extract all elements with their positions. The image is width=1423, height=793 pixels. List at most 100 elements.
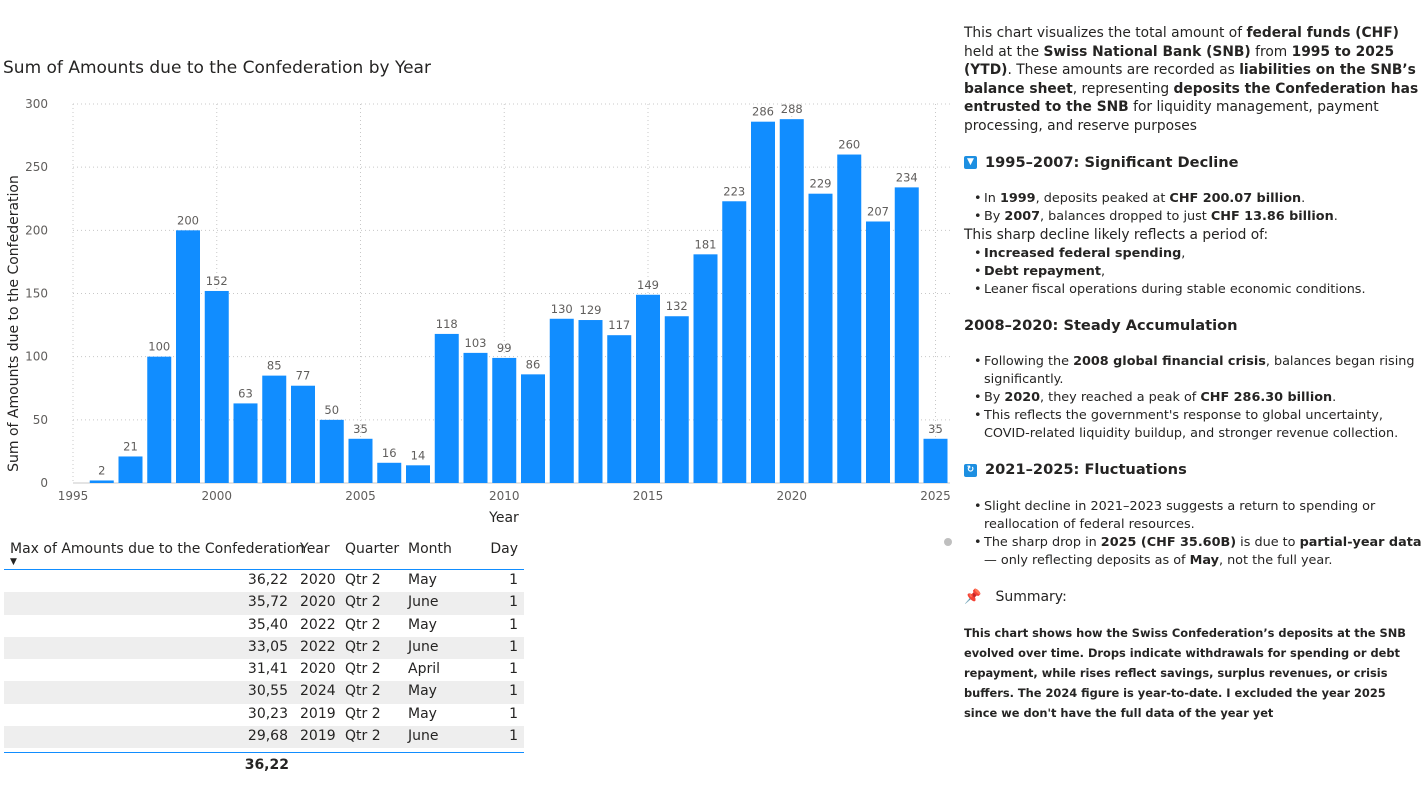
cell-day: 1 — [509, 661, 518, 678]
header-month[interactable]: Month — [408, 541, 452, 557]
table-row[interactable]: 30,23 2019 Qtr 2 May 1 — [4, 704, 524, 726]
bar[interactable] — [894, 187, 919, 483]
bar[interactable] — [291, 385, 315, 483]
y-tick-label: 250 — [25, 160, 48, 174]
scroll-indicator[interactable] — [944, 538, 952, 546]
bar[interactable] — [693, 254, 718, 483]
cell-year: 2019 — [300, 705, 336, 722]
table-row[interactable]: 36,22 2020 Qtr 2 May 1 — [4, 570, 524, 592]
data-label: 207 — [867, 204, 889, 218]
data-label: 229 — [810, 177, 832, 191]
bold-text: CHF 13.86 billion — [1210, 209, 1334, 225]
intro-paragraph: This chart visualizes the total amount o… — [964, 24, 1422, 136]
table-row[interactable]: 31,41 2020 Qtr 2 April 1 — [4, 659, 524, 681]
table-total-value: 36,22 — [244, 757, 289, 774]
bullet-item: Slight decline in 2021–2023 suggests a r… — [974, 498, 1422, 534]
bar[interactable] — [89, 480, 114, 483]
cell-quarter: Qtr 2 — [345, 616, 381, 633]
down-arrow-box-icon: ▼ — [964, 156, 977, 170]
data-label: 99 — [497, 341, 512, 355]
bar[interactable] — [923, 438, 948, 483]
table-row[interactable]: 29,68 2019 Qtr 2 June 1 — [4, 726, 524, 749]
bar[interactable] — [406, 465, 430, 483]
header-year[interactable]: Year — [300, 541, 330, 557]
bar[interactable] — [578, 320, 603, 483]
header-amount[interactable]: Max of Amounts due to the Confederation — [10, 541, 305, 557]
text-span: . — [1301, 191, 1306, 207]
header-day[interactable]: Day — [490, 541, 518, 557]
table-row[interactable]: 33,05 2022 Qtr 2 June 1 — [4, 636, 524, 660]
cell-amount: 30,23 — [247, 705, 288, 722]
x-tick-label: 2000 — [201, 489, 232, 503]
bar[interactable] — [348, 438, 373, 483]
bar[interactable] — [204, 290, 229, 483]
data-label: 63 — [238, 386, 253, 400]
bullet-item: Leaner fiscal operations during stable e… — [974, 281, 1422, 299]
data-label: 132 — [666, 299, 688, 313]
data-label: 200 — [177, 213, 199, 227]
table-row[interactable]: 35,40 2022 Qtr 2 May 1 — [4, 615, 524, 637]
cell-year: 2020 — [300, 572, 336, 588]
bar[interactable] — [319, 419, 344, 483]
bar[interactable] — [751, 121, 775, 483]
text-span: Leaner fiscal operations during stable e… — [984, 281, 1366, 297]
bar[interactable] — [722, 201, 747, 483]
bold-text: CHF 200.07 billion — [1169, 191, 1302, 207]
bar[interactable] — [521, 374, 545, 483]
text-span: , balances began rising significantly. — [984, 354, 1415, 388]
summary-heading: 📌 Summary: — [964, 588, 1422, 607]
bar[interactable] — [492, 357, 517, 483]
bold-text: Debt repayment — [984, 263, 1102, 279]
x-tick-label: 2025 — [920, 489, 951, 503]
data-label: 129 — [580, 303, 602, 317]
section-2021-2025-bullets: Slight decline in 2021–2023 suggests a r… — [964, 498, 1422, 570]
data-label: 181 — [695, 237, 717, 251]
bar[interactable] — [636, 294, 660, 483]
text-span: . — [1332, 390, 1337, 406]
cell-amount: 36,22 — [247, 572, 288, 588]
x-tick-label: 2005 — [345, 489, 376, 503]
cell-year: 2020 — [300, 661, 336, 678]
cell-amount: 30,55 — [247, 683, 288, 700]
bar[interactable] — [779, 119, 804, 483]
cell-month: June — [408, 728, 439, 745]
bar[interactable] — [176, 230, 200, 483]
data-label: 50 — [324, 403, 339, 417]
bar[interactable] — [808, 193, 833, 483]
bar[interactable] — [118, 456, 143, 483]
narrative-text-box: This chart visualizes the total amount o… — [964, 24, 1422, 723]
data-table[interactable]: Max of Amounts due to the Confederation … — [4, 535, 524, 783]
data-label: 35 — [928, 422, 943, 436]
cell-day: 1 — [509, 683, 518, 700]
text-span: Following the — [984, 354, 1074, 370]
cell-day: 1 — [509, 572, 518, 588]
data-label: 100 — [148, 340, 170, 354]
bold-text: 2008 global financial crisis — [1073, 354, 1266, 370]
header-quarter[interactable]: Quarter — [345, 541, 400, 557]
bar[interactable] — [837, 154, 862, 483]
table-row[interactable]: 30,55 2024 Qtr 2 May 1 — [4, 681, 524, 704]
data-label: 103 — [465, 336, 487, 350]
bar[interactable] — [664, 316, 689, 483]
bar[interactable] — [147, 356, 172, 483]
bar[interactable] — [434, 333, 459, 483]
data-label: 223 — [723, 184, 745, 198]
bar[interactable] — [233, 403, 258, 483]
text-span: held at the — [964, 43, 1044, 60]
bar[interactable] — [607, 335, 632, 483]
bar[interactable] — [262, 375, 287, 483]
cell-month: May — [408, 705, 437, 722]
cell-year: 2022 — [300, 638, 336, 655]
table-body: 36,22 2020 Qtr 2 May 1 35,72 2020 Qtr 2 June 1 35,… — [4, 570, 524, 749]
data-label: 85 — [267, 359, 282, 373]
bar[interactable] — [463, 352, 488, 483]
bar[interactable] — [377, 462, 402, 483]
y-tick-label: 300 — [25, 97, 48, 111]
bar[interactable] — [549, 318, 574, 483]
table-row[interactable]: 35,72 2020 Qtr 2 June 1 — [4, 592, 524, 615]
bar[interactable] — [866, 221, 890, 484]
cell-year: 2024 — [300, 683, 336, 700]
sort-descending-icon[interactable]: ▼ — [10, 557, 17, 567]
bullet-item: Increased federal spending, — [974, 245, 1422, 263]
